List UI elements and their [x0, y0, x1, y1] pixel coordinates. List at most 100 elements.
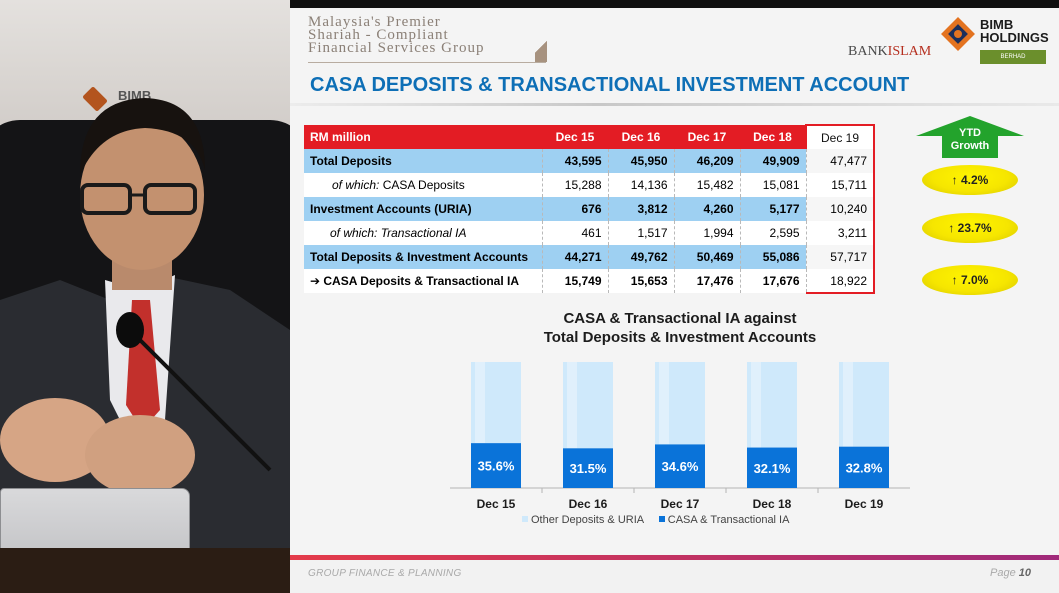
- table-row: Total Deposits & Investment Accounts 44,…: [304, 245, 875, 269]
- cell: 1,994: [673, 221, 740, 245]
- bar-segment-casa: [563, 448, 613, 488]
- table-header-label: RM million: [304, 125, 542, 149]
- cell: 461: [541, 221, 608, 245]
- data-label: 32.1%: [754, 461, 791, 476]
- category-label: Dec 19: [845, 497, 884, 511]
- cell: 50,469: [673, 245, 740, 269]
- cell: 4,260: [673, 197, 740, 221]
- bar-segment-casa: [655, 444, 705, 488]
- data-label: 34.6%: [662, 459, 699, 474]
- legend-swatch-casa: [658, 516, 665, 522]
- cell: 15,081: [739, 173, 806, 197]
- tagline-line-2: Shariah - Compliant: [308, 27, 449, 43]
- bimb-berhad-band: BERHAD: [980, 50, 1046, 64]
- growth-badge: ↑ 4.2%: [922, 165, 1018, 195]
- tagline-accent-icon: [535, 32, 547, 62]
- cell: 47,477: [805, 149, 875, 173]
- cell: 14,136: [607, 173, 674, 197]
- category-label: Dec 16: [569, 497, 608, 511]
- stacked-bar-chart: 35.6% Dec 15 31.5% Dec 16 34.6% Dec 17 32.1% De…: [450, 362, 910, 511]
- row-label: of which: Transactional IA: [304, 221, 542, 245]
- row-label: Total Deposits & Investment Accounts: [304, 245, 542, 269]
- cell: 10,240: [805, 197, 875, 221]
- cell: 3,812: [607, 197, 674, 221]
- table-row: Total Deposits 43,595 45,950 46,209 49,9…: [304, 149, 875, 173]
- cell: 45,950: [607, 149, 674, 173]
- cell: 57,717: [805, 245, 875, 269]
- cell: 49,909: [739, 149, 806, 173]
- cell: 3,211: [805, 221, 875, 245]
- bar-segment-other: [471, 362, 521, 444]
- bar-segment-casa: [839, 446, 889, 488]
- slide-title: CASA DEPOSITS & TRANSACTIONAL INVESTMENT…: [310, 74, 910, 96]
- legend-label: Other Deposits & URIA: [531, 514, 644, 526]
- cell: 43,595: [541, 149, 608, 173]
- table-row: of which: Transactional IA 461 1,517 1,9…: [304, 221, 875, 245]
- cell: 46,209: [673, 149, 740, 173]
- data-label: 35.6%: [478, 459, 515, 474]
- col-header-highlight: Dec 19: [805, 124, 875, 149]
- chart-legend: Other Deposits & URIA CASA & Transaction…: [522, 514, 789, 526]
- bar-segment-other: [747, 362, 797, 448]
- table-row: of which: CASA Deposits 15,288 14,136 15…: [304, 173, 875, 197]
- cell: 1,517: [607, 221, 674, 245]
- presentation-slide: Malaysia's Premier Shariah - Compliant F…: [290, 0, 1059, 593]
- table-row: ➔ CASA Deposits & Transactional IA 15,74…: [304, 269, 875, 294]
- bar-segment-other: [655, 362, 705, 445]
- cell: 17,476: [673, 269, 740, 293]
- cell: 15,653: [607, 269, 674, 293]
- cell: 55,086: [739, 245, 806, 269]
- legend-label: CASA & Transactional IA: [667, 514, 790, 526]
- cell: 5,177: [739, 197, 806, 221]
- bar-segment-casa: [471, 443, 521, 488]
- bar-segment-other: [839, 362, 889, 447]
- bar-segment-casa: [747, 447, 797, 488]
- bar-sheen: [751, 362, 761, 448]
- deposits-table: RM million Dec 15 Dec 16 Dec 17 Dec 18 D…: [304, 124, 875, 294]
- cell: 15,482: [673, 173, 740, 197]
- data-label: 32.8%: [846, 460, 883, 475]
- bar-sheen: [843, 362, 853, 447]
- table-row: Investment Accounts (URIA) 676 3,812 4,2…: [304, 197, 875, 221]
- page-number: Page 10: [990, 567, 1032, 579]
- cell: 15,288: [541, 173, 608, 197]
- speaker-video: BIMB: [0, 0, 290, 593]
- row-label: ➔ CASA Deposits & Transactional IA: [304, 269, 542, 293]
- bar-segment-other: [563, 362, 613, 449]
- cell: 44,271: [541, 245, 608, 269]
- cell: 676: [541, 197, 608, 221]
- desk: [0, 548, 290, 593]
- col-header: Dec 18: [740, 125, 806, 149]
- tagline-line-1: Malaysia's Premier: [308, 14, 441, 30]
- cell: 17,676: [739, 269, 806, 293]
- growth-badge: ↑ 7.0%: [922, 265, 1018, 295]
- ytd-growth-arrow-icon: [916, 116, 1024, 158]
- row-label: of which: CASA Deposits: [304, 173, 542, 197]
- col-header: Dec 16: [608, 125, 674, 149]
- bimb-logo-icon: [941, 17, 975, 51]
- cell: 15,711: [805, 173, 875, 197]
- bank-islam-logo: BANKISLAM: [848, 44, 932, 59]
- col-header: Dec 15: [542, 125, 608, 149]
- bar-sheen: [567, 362, 577, 449]
- legend-swatch-other: [522, 516, 528, 522]
- bimb-holdings-logo-text: BIMB HOLDINGS: [980, 17, 1049, 45]
- row-label: Investment Accounts (URIA): [304, 197, 542, 221]
- tagline: Malaysia's Premier Shariah - Compliant F…: [308, 14, 485, 56]
- cell: 49,762: [607, 245, 674, 269]
- tagline-line-3: Financial Services Group: [308, 40, 485, 56]
- table-header-row: RM million Dec 15 Dec 16 Dec 17 Dec 18 D…: [304, 124, 875, 149]
- col-header: Dec 17: [674, 125, 740, 149]
- data-label: 31.5%: [570, 461, 607, 476]
- row-label: Total Deposits: [304, 149, 542, 173]
- category-label: Dec 17: [661, 497, 700, 511]
- category-label: Dec 15: [477, 497, 516, 511]
- growth-badge: ↑ 23.7%: [922, 213, 1018, 243]
- cell: 15,749: [541, 269, 608, 293]
- bar-sheen: [659, 362, 669, 445]
- bar-sheen: [475, 362, 485, 444]
- ytd-growth-label: YTD Growth: [950, 127, 990, 152]
- cell: 18,922: [805, 269, 875, 294]
- cell: 2,595: [739, 221, 806, 245]
- category-label: Dec 18: [753, 497, 792, 511]
